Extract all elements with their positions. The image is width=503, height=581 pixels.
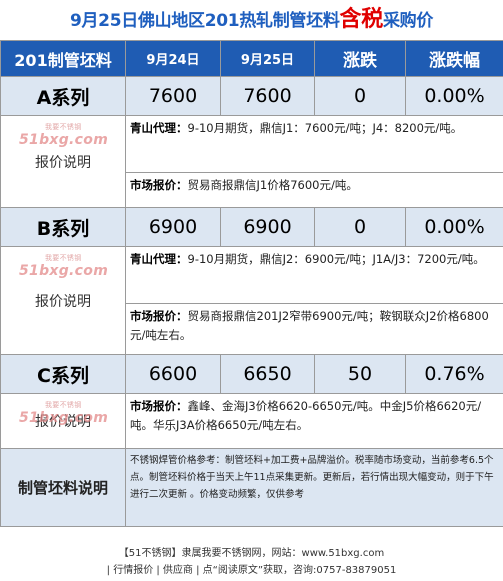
note-content: 青山代理：9-10月期货，鼎信J1：7600元/吨；J4：8200元/吨。 市场… (125, 115, 503, 208)
price-prev: 7600 (125, 76, 221, 116)
note-row-c: 我要不锈钢 51bxg.com 报价说明 市场报价：鑫峰、金海J3价格6620-… (0, 393, 503, 449)
note-label-cell: 我要不锈钢 51bxg.com 报价说明 (0, 246, 126, 355)
table-row-a: A系列 7600 7600 0 0.00% (0, 76, 503, 116)
price-curr: 6900 (220, 207, 315, 247)
footer: 【51不锈钢】隶属我要不锈钢网，网站：www.51bxg.com | 行情报价 … (0, 545, 503, 579)
title-highlight: 含税 (339, 7, 384, 32)
note-block: 市场报价：贸易商报鼎信J1价格7600元/吨。 (126, 172, 503, 199)
title-suffix: 采购价 (382, 11, 434, 31)
table-row-c: C系列 6600 6650 50 0.76% (0, 354, 503, 394)
price-curr: 7600 (220, 76, 315, 116)
note-block: 青山代理：9-10月期货，鼎信J2：6900元/吨；J1A/J3：7200元/吨… (130, 252, 485, 266)
price-change: 0 (314, 207, 406, 247)
explanation-label: 制管坯料说明 (0, 448, 126, 527)
footer-line-2: | 行情报价 | 供应商 | 点“阅读原文”获取，咨询:0757-8387905… (106, 565, 397, 576)
series-label: A系列 (0, 76, 126, 116)
price-prev: 6600 (125, 354, 221, 394)
footer-line-1: 【51不锈钢】隶属我要不锈钢网，网站：www.51bxg.com (118, 548, 385, 559)
page-title: 9月25日佛山地区201热轧制管坯料含税采购价 (0, 0, 503, 40)
note-row-a: 我要不锈钢 51bxg.com 报价说明 青山代理：9-10月期货，鼎信J1：7… (0, 115, 503, 208)
table-row-b: B系列 6900 6900 0 0.00% (0, 207, 503, 247)
title-main: 9月25日佛山地区201热轧制管坯料 (69, 11, 340, 31)
header-change: 涨跌 (314, 40, 406, 77)
table-header-row: 201制管坯料 9月24日 9月25日 涨跌 涨跌幅 (0, 40, 503, 77)
series-label: C系列 (0, 354, 126, 394)
price-change-pct: 0.00% (405, 76, 503, 116)
header-date-curr: 9月25日 (220, 40, 315, 77)
series-label: B系列 (0, 207, 126, 247)
header-product: 201制管坯料 (0, 40, 126, 77)
note-content: 青山代理：9-10月期货，鼎信J2：6900元/吨；J1A/J3：7200元/吨… (125, 246, 503, 355)
note-label: 报价说明 (35, 414, 91, 430)
note-label: 报价说明 (35, 293, 91, 310)
note-row-b: 我要不锈钢 51bxg.com 报价说明 青山代理：9-10月期货，鼎信J2：6… (0, 246, 503, 355)
price-change: 0 (314, 76, 406, 116)
explanation-row: 制管坯料说明 不锈钢焊管价格参考：制管坯料+加工费+品牌溢价。税率随市场变动，当… (0, 448, 503, 527)
price-table: 201制管坯料 9月24日 9月25日 涨跌 涨跌幅 A系列 7600 7600… (0, 40, 503, 527)
watermark-logo: 我要不锈钢 51bxg.com (19, 123, 109, 148)
note-label: 报价说明 (35, 154, 91, 171)
note-label-cell: 我要不锈钢 51bxg.com 报价说明 (0, 393, 126, 449)
price-curr: 6650 (220, 354, 315, 394)
note-block: 青山代理：9-10月期货，鼎信J1：7600元/吨；J4：8200元/吨。 (130, 121, 463, 135)
note-block: 市场报价：鑫峰、金海J3价格6620-6650元/吨。中金J5价格6620元/吨… (130, 399, 482, 432)
explanation-text: 不锈钢焊管价格参考：制管坯料+加工费+品牌溢价。税率随市场变动，当前参考6.5个… (125, 448, 503, 527)
note-label-cell: 我要不锈钢 51bxg.com 报价说明 (0, 115, 126, 208)
price-change-pct: 0.00% (405, 207, 503, 247)
note-block: 市场报价：贸易商报鼎信201J2窄带6900元/吨；鞍钢联众J2价格6800元/… (126, 303, 503, 349)
price-prev: 6900 (125, 207, 221, 247)
price-change: 50 (314, 354, 406, 394)
note-content: 市场报价：鑫峰、金海J3价格6620-6650元/吨。中金J5价格6620元/吨… (125, 393, 503, 449)
price-change-pct: 0.76% (405, 354, 503, 394)
watermark-logo: 我要不锈钢 51bxg.com (19, 254, 109, 279)
watermark-logo: 我要不锈钢 51bxg.com (19, 401, 109, 426)
header-change-pct: 涨跌幅 (405, 40, 503, 77)
header-date-prev: 9月24日 (125, 40, 221, 77)
